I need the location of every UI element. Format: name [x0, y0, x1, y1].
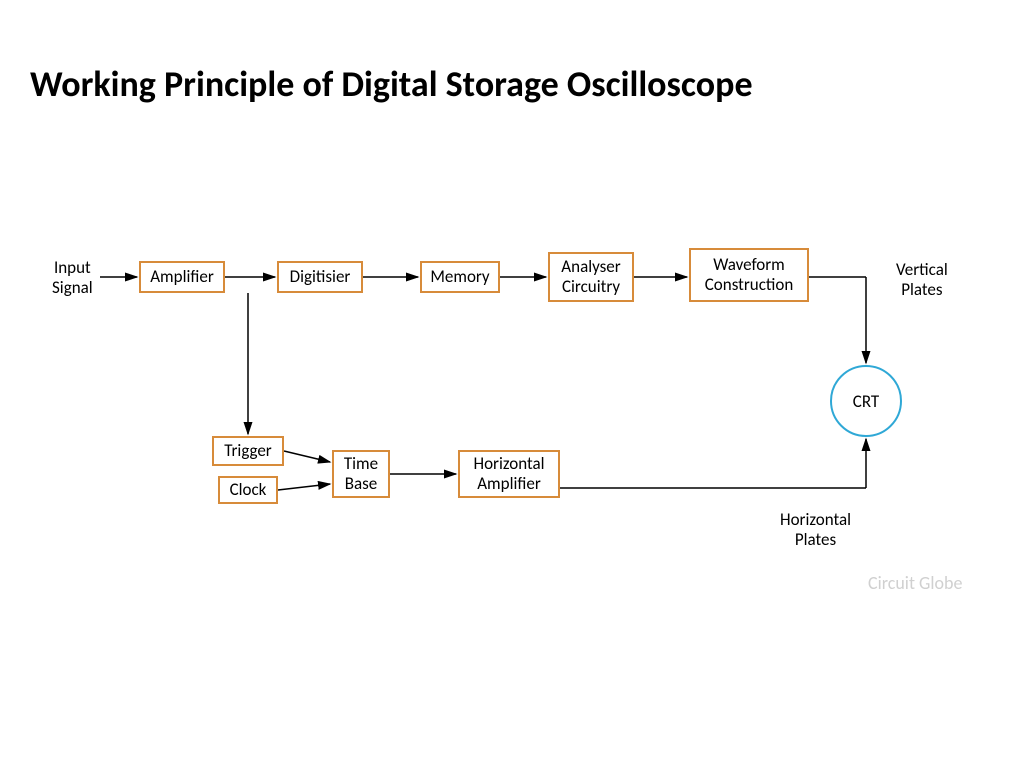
label-horizontal-plates: HorizontalPlates	[780, 510, 851, 549]
node-clock: Clock	[218, 476, 278, 504]
flowchart-diagram: Amplifier Digitisier Memory AnalyserCirc…	[0, 0, 1024, 768]
node-analyser: AnalyserCircuitry	[548, 252, 634, 302]
node-horizontal-amplifier: HorizontalAmplifier	[458, 450, 560, 498]
node-amplifier: Amplifier	[139, 261, 225, 293]
node-trigger: Trigger	[212, 436, 284, 466]
node-waveform: WaveformConstruction	[689, 248, 809, 302]
node-timebase: TimeBase	[332, 450, 390, 498]
label-vertical-plates: VerticalPlates	[896, 260, 948, 299]
label-input-signal: InputSignal	[52, 258, 93, 297]
node-memory: Memory	[420, 261, 500, 293]
node-crt: CRT	[830, 365, 902, 437]
watermark: Circuit Globe	[868, 572, 962, 594]
node-digitisier: Digitisier	[277, 261, 363, 293]
